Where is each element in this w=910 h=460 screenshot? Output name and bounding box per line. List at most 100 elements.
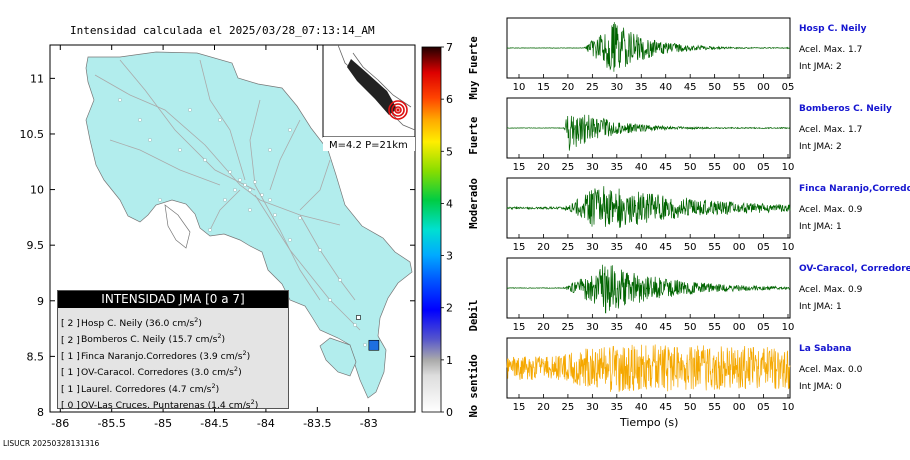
waveform-tick-label: 25 (562, 322, 575, 333)
waveform-tick-label: 55 (708, 402, 721, 413)
legend-entry: [ 0 ]OV-Las Cruces. Puntarenas (1.4 cm/s… (58, 396, 288, 412)
town-dot (288, 238, 292, 242)
road-5 (254, 194, 361, 331)
waveform-tick-label: 55 (708, 162, 721, 173)
waveform-tick-label: 45 (659, 322, 672, 333)
legend-entry: [ 1 ]OV-Caracol. Corredores (3.0 cm/s2) (58, 363, 288, 379)
legend-entry-level: [ 1 ] (61, 383, 80, 395)
waveform-tick-label: 00 (757, 82, 770, 93)
colorbar-class-label: Muy Fuerte (468, 36, 480, 99)
legend-entry-close: ) (238, 367, 242, 379)
road-3 (249, 99, 321, 301)
colorbar-tick-label: 0 (446, 406, 453, 419)
x-tick-label: -86 (51, 417, 69, 430)
waveform-tick-label: 40 (635, 162, 648, 173)
waveform-tick-label: 45 (659, 242, 672, 253)
road-0 (94, 74, 341, 226)
waveform-xlabel: Tiempo (s) (620, 416, 679, 429)
town-dot (338, 278, 342, 282)
waveform-tick-label: 40 (635, 402, 648, 413)
waveform-tick-label: 50 (684, 162, 697, 173)
road-4 (209, 189, 241, 231)
waveform-tick-label: 35 (610, 322, 623, 333)
station-int: Int JMA: 1 (799, 222, 842, 232)
legend-entry-sup: 2 (211, 381, 216, 390)
x-tick-label: -84 (257, 417, 275, 430)
waveform-tick-label: 45 (659, 162, 672, 173)
colorbar-gradient (421, 46, 442, 413)
waveform-tick-label: 20 (537, 162, 550, 173)
inset-costa-rica (347, 59, 397, 115)
colorbar-class-label: Moderado (468, 178, 480, 229)
station-name: Finca Naranjo,Corredores (799, 184, 910, 194)
town-dot (188, 108, 192, 112)
inset-border (352, 52, 412, 108)
town-dot (223, 198, 227, 202)
town-dot (288, 128, 292, 132)
waveform-trace (506, 186, 791, 228)
waveform-trace (506, 22, 791, 72)
waveform-tick-label: 50 (684, 322, 697, 333)
town-dot (353, 323, 357, 327)
waveform-tick-label: 10 (782, 402, 795, 413)
town-dot (268, 198, 272, 202)
station-acel: Acel. Max. 1.7 (799, 45, 863, 55)
waveform-tick-label: 00 (733, 402, 746, 413)
x-tick-label: -84.5 (200, 417, 228, 430)
legend-entry-sup: 2 (233, 365, 239, 374)
station-int: Int JMA: 2 (799, 62, 842, 72)
waveform-tick-label: 20 (537, 402, 550, 413)
waveform-tick-label: 50 (684, 402, 697, 413)
waveform-tick-label: 15 (537, 82, 550, 93)
town-dot (233, 188, 237, 192)
waveform-tick-label: 40 (659, 82, 672, 93)
station-marker (356, 315, 361, 320)
gulf-of-nicoya (164, 204, 191, 249)
town-dot (243, 183, 247, 187)
waveform-tick-label: 55 (708, 242, 721, 253)
waveform-tick-label: 15 (513, 402, 526, 413)
legend-entry-sup: 2 (250, 398, 255, 407)
waveform-tick-label: 35 (610, 162, 623, 173)
town-dot (273, 213, 277, 217)
waveform-tick-label: 25 (562, 162, 575, 173)
map-title: Intensidad calculada el 2025/03/28_07:13… (70, 24, 375, 37)
waveform-tick-label: 00 (733, 242, 746, 253)
x-tick-label: -85.5 (97, 417, 125, 430)
town-dot (208, 228, 212, 232)
waveform-trace (506, 114, 791, 151)
inset-epicenter-dot (396, 108, 400, 112)
town-dot (218, 118, 222, 122)
town-dot (158, 198, 162, 202)
map-frame (49, 44, 416, 413)
colorbar-class-label: Fuerte (468, 117, 480, 155)
waveform-tick-label: 35 (610, 402, 623, 413)
waveform-tick-label: 00 (733, 162, 746, 173)
waveform-tick-label: 30 (586, 162, 599, 173)
waveform-tick-label: 10 (513, 82, 526, 93)
waveform-tick-label: 05 (782, 82, 795, 93)
legend-entry-close: ) (254, 400, 259, 412)
road-1 (119, 59, 256, 191)
inset-epicenter-ring (388, 100, 408, 120)
town-dot (253, 180, 257, 184)
x-tick-label: -83.5 (303, 417, 331, 430)
legend-entry-text: Finca Naranjo.Corredores (3.9 cm/s (81, 351, 243, 362)
legend-entry-text: Laurel. Corredores (4.7 cm/s (81, 383, 212, 395)
station-int: Int JMA: 2 (799, 142, 842, 152)
road-2 (199, 59, 246, 181)
waveform-tick-label: 25 (562, 402, 575, 413)
road-9 (299, 159, 331, 211)
waveform-tick-label: 35 (635, 82, 648, 93)
waveform-tick-label: 40 (635, 322, 648, 333)
station-int: Int JMA: 0 (799, 382, 842, 392)
town-dot (318, 248, 322, 252)
waveform-tick-label: 30 (586, 402, 599, 413)
intensity-legend: INTENSIDAD JMA [0 a 7] [ 2 ]Hosp C. Neil… (57, 290, 289, 411)
legend-title: INTENSIDAD JMA [0 a 7] (58, 291, 288, 308)
legend-entry: [ 1 ]Finca Naranjo.Corredores (3.9 cm/s2… (58, 347, 288, 363)
waveform-tick-label: 30 (586, 322, 599, 333)
station-name: Hosp C. Neily (799, 24, 867, 34)
legend-list: [ 2 ]Hosp C. Neily (36.0 cm/s2)[ 2 ]Bomb… (58, 308, 288, 413)
